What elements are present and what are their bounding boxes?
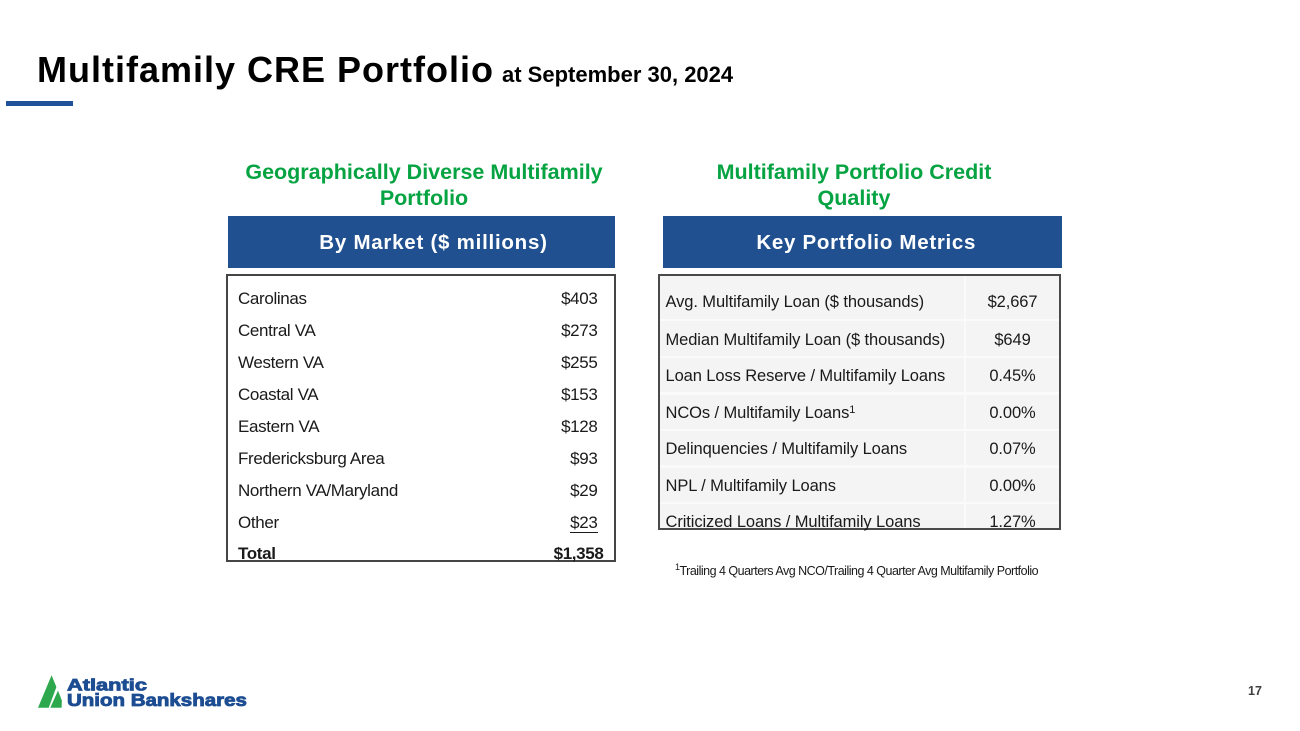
svg-text:Atlantic: Atlantic: [67, 677, 147, 695]
svg-text:Union Bankshares: Union Bankshares: [67, 692, 247, 711]
